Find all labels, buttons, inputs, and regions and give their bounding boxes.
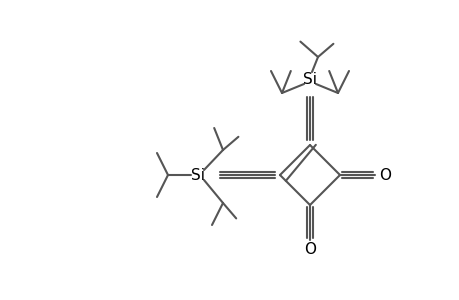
Text: Si: Si [190, 167, 205, 182]
Text: Si: Si [302, 71, 316, 86]
Text: O: O [303, 242, 315, 257]
Text: O: O [378, 167, 390, 182]
